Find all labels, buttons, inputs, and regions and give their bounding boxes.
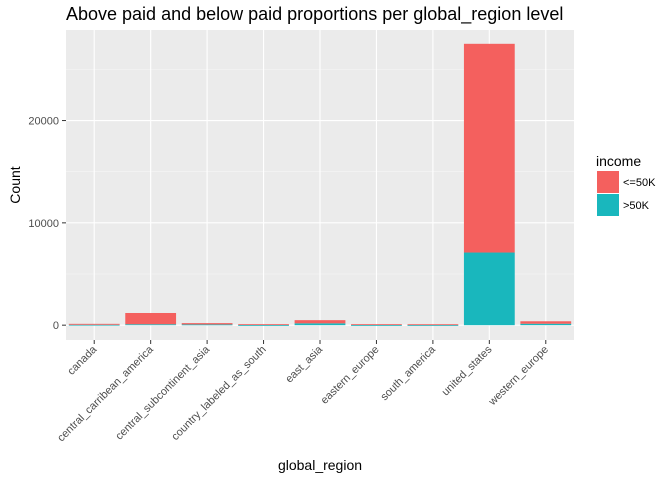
y-tick-label: 0	[53, 320, 59, 332]
x-tick-label: central_subcontinent_asia	[113, 343, 212, 442]
bar-gt50k-canada	[68, 324, 120, 326]
bar-gt50k-western_europe	[520, 323, 572, 326]
x-tick-label: canada	[65, 343, 100, 378]
x-tick-label: country_labeled_as_south	[169, 344, 268, 443]
x-tick-label: central_carribean_america	[55, 343, 156, 444]
x-axis: canadacentral_carribean_americacentral_s…	[55, 340, 551, 444]
legend-key-le50k	[597, 171, 619, 193]
bar-gt50k-eastern_europe	[351, 325, 402, 326]
bar-le50k-western_europe	[520, 321, 572, 324]
chart-title: Above paid and below paid proportions pe…	[66, 4, 563, 25]
x-tick-label: east_asia	[283, 343, 325, 385]
bar-le50k-eastern_europe	[351, 324, 402, 326]
legend-key-gt50k	[597, 194, 619, 216]
y-tick-label: 10000	[28, 218, 59, 230]
bar-le50k-east_asia	[294, 320, 346, 324]
y-axis: 0 10000 20000	[28, 116, 66, 332]
bar-gt50k-central_subcontinent_asia	[181, 324, 233, 326]
y-tick-label: 20000	[28, 116, 59, 128]
bar-le50k-central_subcontinent_asia	[181, 323, 233, 325]
x-tick-label: south_america	[379, 343, 439, 403]
bar-gt50k-country_labeled_as_south	[238, 325, 289, 326]
x-tick-label: western_europe	[486, 344, 551, 409]
bars	[68, 43, 572, 326]
legend-label-gt50k: >50K	[623, 200, 650, 212]
bar-gt50k-united_states	[463, 252, 515, 326]
bar-le50k-united_states	[463, 43, 515, 253]
bar-le50k-south_america	[407, 324, 459, 326]
bar-le50k-canada	[68, 323, 120, 325]
x-axis-title: global_region	[278, 457, 362, 473]
bar-gt50k-east_asia	[294, 323, 346, 326]
bar-gt50k-central_carribean_america	[125, 324, 177, 326]
x-tick-label: eastern_europe	[319, 344, 382, 407]
legend-title: income	[596, 153, 641, 169]
legend-label-le50k: <=50K	[623, 177, 656, 189]
bar-le50k-country_labeled_as_south	[238, 324, 289, 326]
y-axis-title: Count	[7, 166, 23, 203]
x-tick-label: united_states	[440, 343, 495, 398]
bar-gt50k-south_america	[407, 325, 459, 326]
legend: income <=50K >50K	[596, 153, 656, 216]
bar-le50k-central_carribean_america	[125, 312, 177, 325]
